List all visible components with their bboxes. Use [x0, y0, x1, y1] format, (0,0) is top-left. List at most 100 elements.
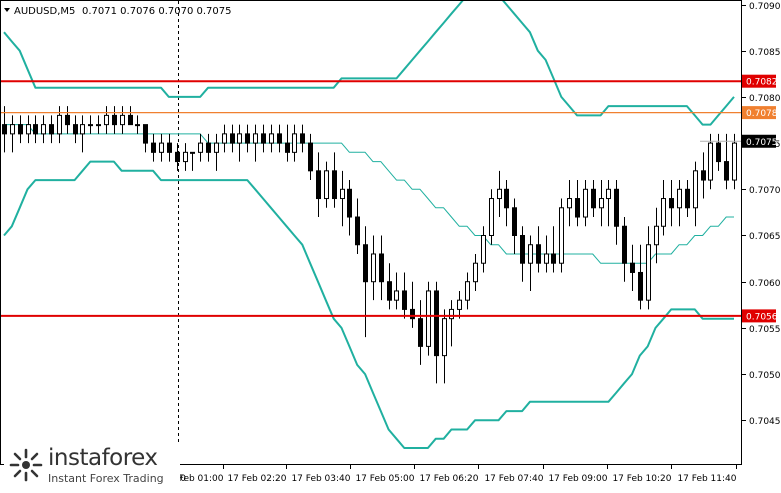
candle-body [418, 318, 423, 347]
candle-body [2, 124, 7, 135]
candle [732, 133, 737, 190]
candle [387, 263, 392, 310]
candle [481, 226, 486, 273]
candle-body [135, 124, 140, 127]
candle [2, 106, 7, 153]
candle [80, 115, 85, 153]
candle-body [80, 124, 85, 135]
candle-body [410, 308, 415, 320]
candle [237, 124, 242, 162]
candle-body [379, 253, 384, 283]
candle-body [41, 124, 46, 135]
bollinger-lower-line [3, 160, 734, 449]
candle [489, 189, 494, 245]
candle-body [512, 207, 517, 236]
candle-body [65, 114, 70, 126]
candle [167, 133, 172, 162]
candle [183, 143, 188, 171]
candle [104, 106, 109, 134]
candle [316, 152, 321, 218]
candle-body [300, 133, 305, 144]
y-tick-label: 0.7050 [749, 371, 781, 381]
candle [347, 180, 352, 236]
candle-body [206, 142, 211, 153]
candle-body [630, 262, 635, 273]
candle [230, 124, 235, 153]
candle [583, 180, 588, 227]
level-price-tag [742, 309, 776, 323]
candle [669, 180, 674, 227]
candle [340, 170, 345, 227]
candle-body [567, 198, 572, 209]
candle [646, 226, 651, 310]
candle-body [143, 124, 148, 144]
candle-body [355, 216, 360, 246]
candle-body [167, 142, 172, 153]
y-tick-label: 0.7045 [749, 417, 781, 427]
current-price-label: 0.7075 [746, 138, 778, 148]
candle-body [308, 142, 313, 172]
candle [442, 309, 447, 384]
candle-body [253, 133, 258, 144]
candle [159, 133, 164, 162]
candle-body [10, 124, 15, 135]
candle [253, 124, 258, 162]
candle-body [340, 188, 345, 200]
candle [559, 198, 564, 273]
candle-body [622, 225, 627, 264]
candle [308, 133, 313, 181]
candles [2, 106, 737, 384]
candle-body [575, 198, 580, 218]
candle [504, 180, 509, 227]
candle [112, 106, 117, 134]
candle-body [449, 308, 454, 320]
level-price-label: 0.7056 [746, 312, 778, 322]
instaforex-logo-icon [8, 447, 44, 483]
candle-body [73, 124, 78, 135]
candle-body [230, 133, 235, 144]
logo-name: instaforex [48, 444, 158, 471]
candle [622, 217, 627, 282]
candle-body [26, 124, 31, 135]
candle-body [183, 151, 188, 163]
x-tick-label: 17 Feb 01:00 [164, 474, 223, 484]
x-tick-label: 17 Feb 06:20 [419, 474, 478, 484]
candle [65, 106, 70, 134]
candle [277, 124, 282, 153]
candle [457, 290, 462, 319]
candle [73, 115, 78, 144]
candle-body [701, 170, 706, 181]
bollinger-upper-line [3, 0, 735, 126]
candle-body [528, 244, 533, 264]
candle [701, 152, 706, 199]
candle-body [57, 114, 62, 135]
candle [693, 161, 698, 227]
candle [630, 244, 635, 291]
candle [520, 226, 525, 282]
candle-body [402, 290, 407, 310]
candle [222, 124, 227, 153]
candle [214, 133, 219, 171]
candle-body [654, 225, 659, 246]
candle-body [332, 170, 337, 200]
candle-body [716, 142, 721, 163]
candle [190, 151, 195, 171]
candle [292, 124, 297, 162]
candle-body [606, 188, 611, 200]
candle-body [646, 244, 651, 301]
candle-body [693, 170, 698, 209]
candle-body [661, 198, 666, 227]
candle-body [481, 235, 486, 264]
candle [379, 235, 384, 301]
candle-body [465, 281, 470, 301]
candle [49, 115, 54, 144]
candle-body [583, 188, 588, 218]
ohlc-values: 0.7071 0.7076 0.7070 0.7075 [82, 6, 232, 17]
candle-body [434, 290, 439, 357]
candle [26, 115, 31, 144]
candle [551, 226, 556, 273]
candle [724, 133, 729, 190]
candle-body [363, 244, 368, 283]
dropdown-triangle-icon[interactable] [4, 8, 10, 12]
